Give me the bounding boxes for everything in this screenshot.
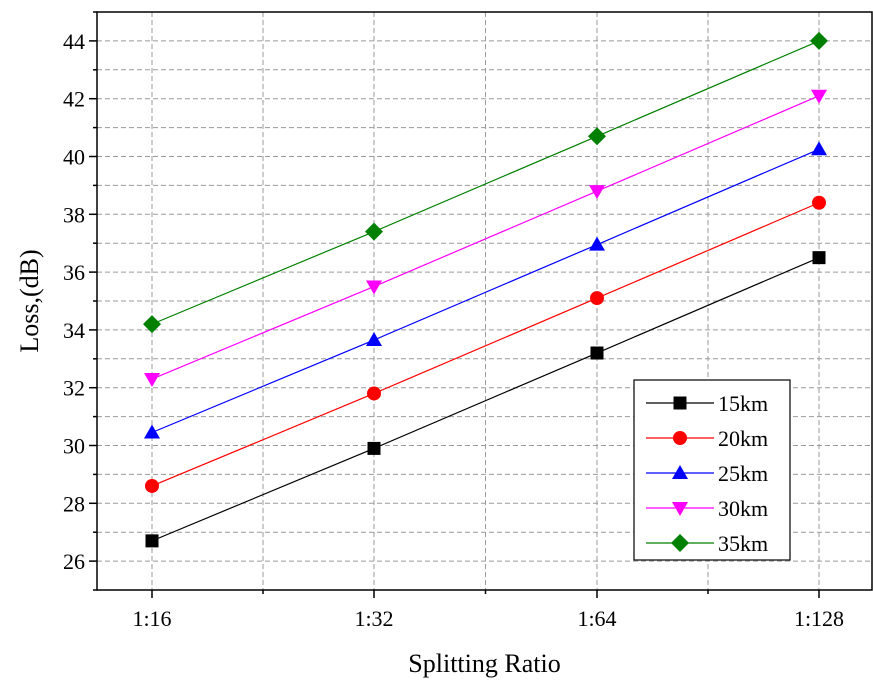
y-tick-label: 42 (63, 87, 85, 112)
y-axis-title: Loss,(dB) (15, 249, 44, 352)
legend: 15km 20km 25km 30km 35km (633, 379, 791, 561)
legend-marker (671, 534, 689, 552)
data-point-20km (812, 195, 826, 210)
y-tick-label: 44 (63, 29, 85, 54)
x-tick-label: 1:128 (794, 606, 844, 631)
data-point-15km (590, 346, 604, 360)
x-tick-label: 1:16 (132, 606, 171, 631)
legend-marker (673, 396, 687, 410)
legend-label: 15km (718, 391, 768, 416)
legend-label: 20km (718, 426, 768, 451)
series-line-20km (151, 202, 820, 487)
legend-marker (673, 431, 687, 445)
data-point-30km (366, 280, 382, 295)
legend-label: 35km (718, 531, 768, 556)
legend-marker (672, 465, 688, 479)
data-point-20km (367, 386, 381, 401)
data-point-25km (366, 332, 382, 347)
legend-label: 25km (718, 461, 768, 486)
data-point-35km (143, 315, 161, 334)
x-axis-title: Splitting Ratio (408, 649, 560, 678)
legend-item-35km: 35km (646, 531, 768, 556)
legend-item-15km: 15km (646, 391, 768, 416)
series-25km (144, 141, 827, 439)
y-tick-label: 28 (63, 491, 85, 516)
series-20km (145, 195, 826, 493)
data-point-25km (811, 141, 827, 156)
data-point-25km (589, 236, 605, 251)
y-tick-label: 34 (63, 318, 85, 343)
x-tick-label: 1:64 (577, 606, 616, 631)
y-tick-label: 36 (63, 260, 85, 285)
data-point-20km (590, 291, 604, 306)
data-point-15km (812, 251, 826, 265)
series-15km (145, 251, 826, 548)
series-line-35km (151, 40, 820, 325)
data-point-35km (810, 31, 828, 50)
legend-marker (672, 502, 688, 516)
series-line-25km (151, 148, 820, 434)
series-line-15km (151, 257, 820, 542)
y-tick-label: 26 (63, 549, 85, 574)
data-point-30km (144, 373, 160, 388)
series-35km (143, 31, 828, 334)
data-point-15km (145, 534, 159, 548)
x-tick-label: 1:32 (354, 606, 393, 631)
series-layer (143, 31, 828, 548)
data-point-30km (811, 89, 827, 104)
legend-box (633, 379, 791, 561)
grid-lines (97, 12, 872, 590)
data-point-30km (589, 185, 605, 200)
data-point-25km (144, 424, 160, 439)
series-30km (144, 89, 827, 388)
legend-item-25km: 25km (646, 461, 768, 486)
y-tick-label: 32 (63, 376, 85, 401)
y-tick-label: 30 (63, 434, 85, 459)
axis-ticks: 26 28 30 32 34 36 38 40 42 44 1:16 1:32 1:64 1:128 (63, 11, 844, 631)
series-line-30km (151, 95, 820, 380)
data-point-20km (145, 478, 159, 493)
data-point-15km (367, 441, 381, 455)
data-point-35km (365, 222, 383, 241)
data-point-35km (588, 127, 606, 146)
y-tick-label: 38 (63, 202, 85, 227)
y-tick-label: 40 (63, 145, 85, 170)
legend-item-30km: 30km (646, 496, 768, 521)
legend-label: 30km (718, 496, 768, 521)
legend-item-20km: 20km (646, 426, 768, 451)
